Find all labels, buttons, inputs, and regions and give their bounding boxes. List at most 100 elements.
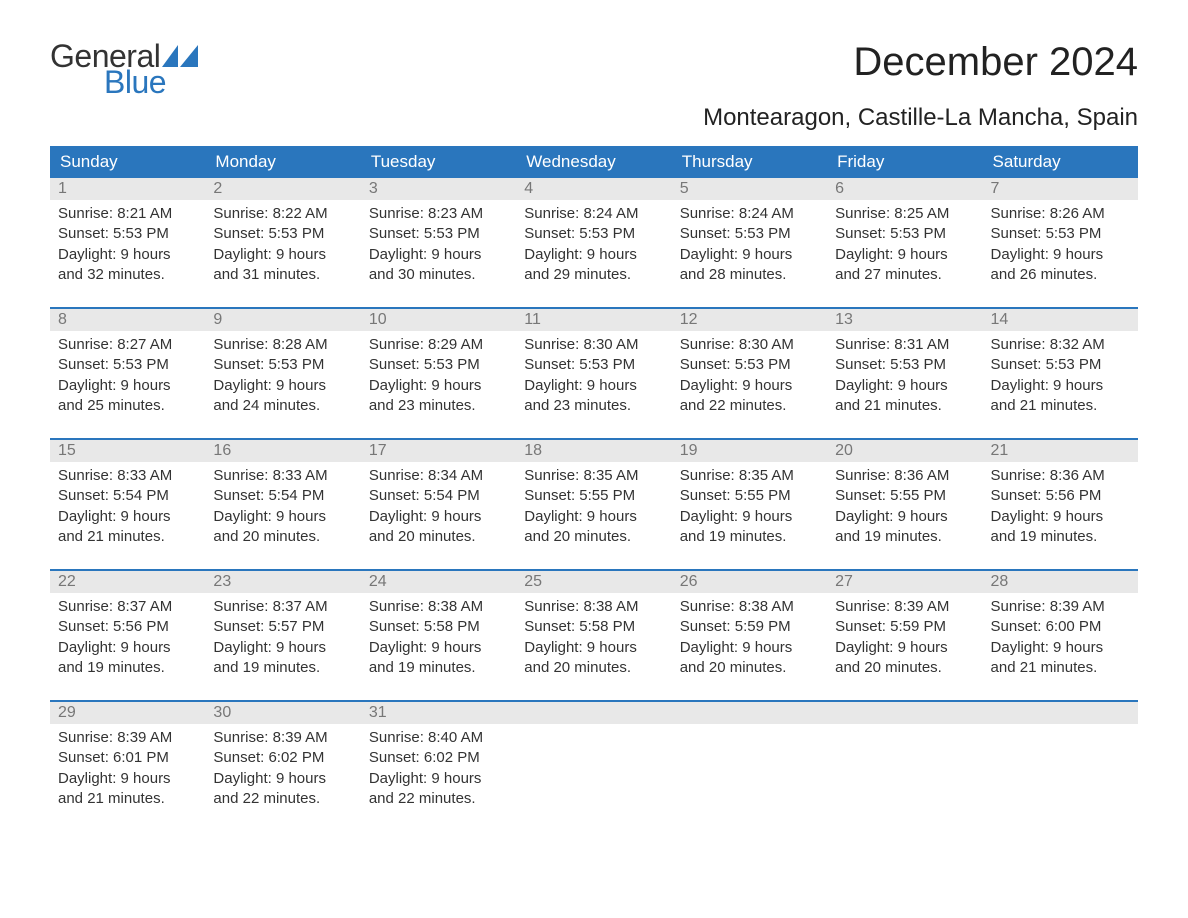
- daylight-line-1: Daylight: 9 hours: [369, 245, 508, 265]
- day-content: Sunrise: 8:40 AMSunset: 6:02 PMDaylight:…: [361, 724, 516, 817]
- sunrise-line: Sunrise: 8:38 AM: [369, 597, 508, 617]
- day-number: 30: [205, 702, 360, 724]
- day-number: [516, 702, 671, 724]
- daylight-line-1: Daylight: 9 hours: [835, 245, 974, 265]
- day-content: Sunrise: 8:22 AMSunset: 5:53 PMDaylight:…: [205, 200, 360, 293]
- day-content: Sunrise: 8:29 AMSunset: 5:53 PMDaylight:…: [361, 331, 516, 424]
- daylight-line-2: and 29 minutes.: [524, 265, 663, 285]
- page-title: December 2024: [853, 40, 1138, 85]
- calendar-day: 27Sunrise: 8:39 AMSunset: 5:59 PMDayligh…: [827, 571, 982, 686]
- logo-word2: Blue: [104, 66, 198, 98]
- daylight-line-2: and 32 minutes.: [58, 265, 197, 285]
- calendar-day: 4Sunrise: 8:24 AMSunset: 5:53 PMDaylight…: [516, 178, 671, 293]
- daylight-line-2: and 23 minutes.: [369, 396, 508, 416]
- sunset-line: Sunset: 5:53 PM: [58, 355, 197, 375]
- calendar-day: 12Sunrise: 8:30 AMSunset: 5:53 PMDayligh…: [672, 309, 827, 424]
- sunset-line: Sunset: 6:01 PM: [58, 748, 197, 768]
- daylight-line-2: and 20 minutes.: [213, 527, 352, 547]
- daylight-line-2: and 21 minutes.: [58, 789, 197, 809]
- sunset-line: Sunset: 5:56 PM: [58, 617, 197, 637]
- daylight-line-1: Daylight: 9 hours: [991, 245, 1130, 265]
- calendar-week: 22 Sunrise: 8:37 AMSunset: 5:56 PM Dayligh…: [50, 569, 1138, 686]
- calendar-day: 11Sunrise: 8:30 AMSunset: 5:53 PMDayligh…: [516, 309, 671, 424]
- daylight-line-2: and 20 minutes.: [524, 658, 663, 678]
- sunrise-line: Sunrise: 8:37 AM: [58, 597, 197, 617]
- day-content: Sunrise: 8:39 AMSunset: 6:02 PMDaylight:…: [205, 724, 360, 817]
- calendar-day: 21Sunrise: 8:36 AMSunset: 5:56 PMDayligh…: [983, 440, 1138, 555]
- day-header-tuesday: Tuesday: [361, 146, 516, 178]
- sunrise-line: Sunrise: 8:24 AM: [680, 204, 819, 224]
- daylight-line-2: and 19 minutes.: [991, 527, 1130, 547]
- calendar-day: 31Sunrise: 8:40 AMSunset: 6:02 PMDayligh…: [361, 702, 516, 817]
- day-number: 25: [516, 571, 671, 593]
- calendar-day: [516, 702, 671, 817]
- day-content: Sunrise: 8:26 AMSunset: 5:53 PMDaylight:…: [983, 200, 1138, 293]
- day-number: [983, 702, 1138, 724]
- daylight-line-1: Daylight: 9 hours: [835, 638, 974, 658]
- calendar-day: 8Sunrise: 8:27 AMSunset: 5:53 PMDaylight…: [50, 309, 205, 424]
- day-content: Sunrise: 8:38 AMSunset: 5:58 PMDaylight:…: [361, 593, 516, 686]
- calendar-day: 7Sunrise: 8:26 AMSunset: 5:53 PMDaylight…: [983, 178, 1138, 293]
- daylight-line-1: Daylight: 9 hours: [680, 376, 819, 396]
- day-number: 31: [361, 702, 516, 724]
- daylight-line-2: and 20 minutes.: [369, 527, 508, 547]
- calendar-day: [983, 702, 1138, 817]
- calendar-day: 24Sunrise: 8:38 AMSunset: 5:58 PMDayligh…: [361, 571, 516, 686]
- day-number: 6: [827, 178, 982, 200]
- daylight-line-2: and 19 minutes.: [680, 527, 819, 547]
- sunrise-line: Sunrise: 8:39 AM: [213, 728, 352, 748]
- day-number: 14: [983, 309, 1138, 331]
- sunrise-line: Sunrise: 8:38 AM: [680, 597, 819, 617]
- calendar-day: 20Sunrise: 8:36 AMSunset: 5:55 PMDayligh…: [827, 440, 982, 555]
- sunset-line: Sunset: 5:53 PM: [369, 355, 508, 375]
- sunset-line: Sunset: 5:55 PM: [524, 486, 663, 506]
- sunrise-line: Sunrise: 8:29 AM: [369, 335, 508, 355]
- day-number: 23: [205, 571, 360, 593]
- sunrise-line: Sunrise: 8:31 AM: [835, 335, 974, 355]
- sunset-line: Sunset: 5:53 PM: [835, 355, 974, 375]
- calendar-day: [827, 702, 982, 817]
- calendar-day: 3Sunrise: 8:23 AMSunset: 5:53 PMDaylight…: [361, 178, 516, 293]
- daylight-line-2: and 31 minutes.: [213, 265, 352, 285]
- logo: General Blue: [50, 40, 198, 98]
- day-number: 22: [50, 571, 205, 593]
- calendar-day: 1Sunrise: 8:21 AMSunset: 5:53 PMDaylight…: [50, 178, 205, 293]
- daylight-line-1: Daylight: 9 hours: [213, 638, 352, 658]
- calendar-day: 6Sunrise: 8:25 AMSunset: 5:53 PMDaylight…: [827, 178, 982, 293]
- daylight-line-2: and 19 minutes.: [213, 658, 352, 678]
- sunset-line: Sunset: 5:57 PM: [213, 617, 352, 637]
- daylight-line-2: and 30 minutes.: [369, 265, 508, 285]
- day-number: 3: [361, 178, 516, 200]
- daylight-line-2: and 20 minutes.: [524, 527, 663, 547]
- day-number: 8: [50, 309, 205, 331]
- day-number: 26: [672, 571, 827, 593]
- day-content: Sunrise: 8:35 AMSunset: 5:55 PMDaylight:…: [516, 462, 671, 555]
- calendar-week: 29Sunrise: 8:39 AMSunset: 6:01 PMDayligh…: [50, 700, 1138, 817]
- day-number: 10: [361, 309, 516, 331]
- sunrise-line: Sunrise: 8:38 AM: [524, 597, 663, 617]
- day-header-monday: Monday: [205, 146, 360, 178]
- day-content: Sunrise: 8:36 AMSunset: 5:56 PMDaylight:…: [983, 462, 1138, 555]
- daylight-line-2: and 21 minutes.: [58, 527, 197, 547]
- day-number: 15: [50, 440, 205, 462]
- daylight-line-1: Daylight: 9 hours: [58, 769, 197, 789]
- day-number: 21: [983, 440, 1138, 462]
- calendar-day: 17Sunrise: 8:34 AMSunset: 5:54 PMDayligh…: [361, 440, 516, 555]
- calendar-week: 15Sunrise: 8:33 AMSunset: 5:54 PMDayligh…: [50, 438, 1138, 555]
- sunrise-line: Sunrise: 8:26 AM: [991, 204, 1130, 224]
- daylight-line-1: Daylight: 9 hours: [58, 507, 197, 527]
- sunset-line: Sunset: 5:53 PM: [213, 224, 352, 244]
- location-subtitle: Montearagon, Castille-La Mancha, Spain: [50, 104, 1138, 132]
- sunrise-line: Sunrise: 8:24 AM: [524, 204, 663, 224]
- day-content: Sunrise: 8:37 AMSunset: 5:57 PMDaylight:…: [205, 593, 360, 686]
- calendar-day: 10Sunrise: 8:29 AMSunset: 5:53 PMDayligh…: [361, 309, 516, 424]
- sunrise-line: Sunrise: 8:36 AM: [991, 466, 1130, 486]
- day-content: Sunrise: 8:39 AMSunset: 6:01 PMDaylight:…: [50, 724, 205, 817]
- daylight-line-2: and 21 minutes.: [835, 396, 974, 416]
- day-number: 27: [827, 571, 982, 593]
- sunset-line: Sunset: 5:56 PM: [991, 486, 1130, 506]
- sunset-line: Sunset: 5:53 PM: [524, 355, 663, 375]
- daylight-line-2: and 27 minutes.: [835, 265, 974, 285]
- calendar-day: 5Sunrise: 8:24 AMSunset: 5:53 PMDaylight…: [672, 178, 827, 293]
- daylight-line-2: and 20 minutes.: [835, 658, 974, 678]
